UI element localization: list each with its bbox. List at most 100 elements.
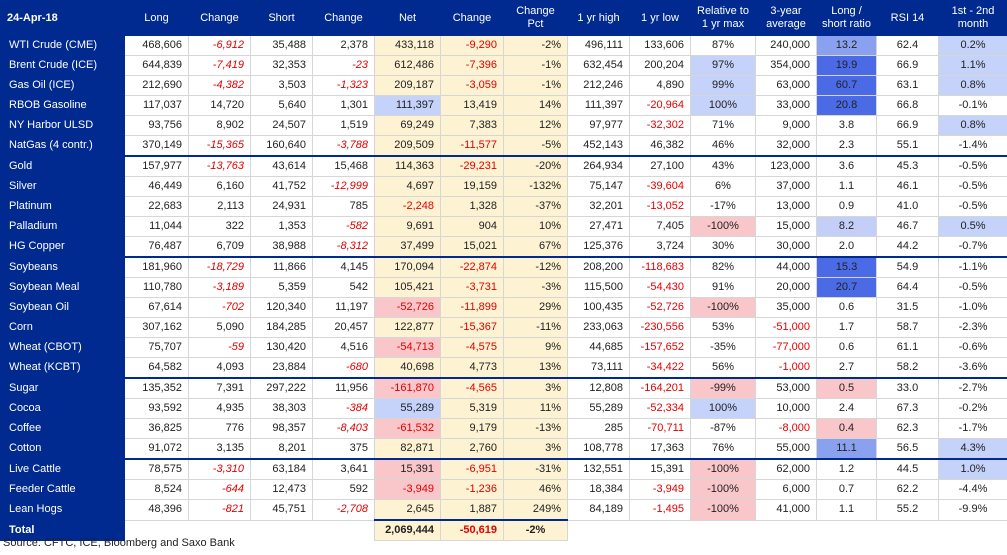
data-cell: 0.8% bbox=[938, 115, 1007, 136]
data-cell: 5,640 bbox=[250, 95, 313, 116]
data-cell: -0.2% bbox=[938, 398, 1007, 419]
data-cell: 91,072 bbox=[124, 438, 189, 460]
data-cell: 1,301 bbox=[312, 95, 375, 116]
data-cell: -3,189 bbox=[188, 277, 251, 298]
data-cell: 20,457 bbox=[312, 317, 375, 338]
data-cell: 63,000 bbox=[755, 75, 817, 96]
data-cell: 43% bbox=[690, 155, 756, 177]
data-cell: 12% bbox=[503, 115, 568, 136]
data-cell: 200,204 bbox=[629, 55, 691, 76]
data-cell: -35% bbox=[690, 337, 756, 358]
data-cell: -6,951 bbox=[440, 458, 504, 480]
data-cell: 98,357 bbox=[250, 418, 313, 439]
data-cell: 15,391 bbox=[374, 458, 441, 480]
data-cell: -8,312 bbox=[312, 236, 375, 258]
data-cell: 11% bbox=[503, 398, 568, 419]
data-cell: 32,000 bbox=[755, 135, 817, 157]
data-cell: -32,302 bbox=[629, 115, 691, 136]
data-cell: 7,391 bbox=[188, 377, 251, 399]
data-cell: 632,454 bbox=[567, 55, 630, 76]
data-cell: 24,507 bbox=[250, 115, 313, 136]
column-header: 3-year average bbox=[755, 0, 817, 36]
data-cell: 8.2 bbox=[816, 216, 877, 237]
data-cell: -821 bbox=[188, 499, 251, 521]
data-cell: -3,949 bbox=[629, 479, 691, 500]
data-cell: 9% bbox=[503, 337, 568, 358]
data-cell: 3,641 bbox=[312, 458, 375, 480]
data-cell: -17% bbox=[690, 196, 756, 217]
table-row: Wheat (KCBT) 64,582 4,093 23,884 -680 40,698 4… bbox=[0, 357, 1007, 379]
table-row: Soybean Meal 110,780 -3,189 5,359 542 105,421… bbox=[0, 277, 1007, 298]
data-cell: 452,143 bbox=[567, 135, 630, 157]
data-cell: 297,222 bbox=[250, 377, 313, 399]
data-cell: 55,000 bbox=[755, 438, 817, 460]
commodity-name: NatGas (4 contr.) bbox=[0, 135, 125, 157]
data-cell: -100% bbox=[690, 479, 756, 500]
data-cell: 14% bbox=[503, 95, 568, 116]
data-cell: 354,000 bbox=[755, 55, 817, 76]
commodity-name: Live Cattle bbox=[0, 458, 125, 480]
column-header: Relative to 1 yr max bbox=[690, 0, 756, 36]
table-row: Coffee 36,825 776 98,357 -8,403 -61,532 9,179-… bbox=[0, 418, 1007, 439]
data-cell: -2% bbox=[503, 35, 568, 56]
data-cell: -87% bbox=[690, 418, 756, 439]
data-cell: -18,729 bbox=[188, 256, 251, 278]
data-cell: 41,752 bbox=[250, 176, 313, 197]
data-cell: 37,000 bbox=[755, 176, 817, 197]
data-cell: -12,999 bbox=[312, 176, 375, 197]
data-cell: 64.4 bbox=[876, 277, 939, 298]
total-row: Total 2,069,444 -50,619 -2% bbox=[0, 519, 1007, 541]
data-cell: -0.6% bbox=[938, 337, 1007, 358]
data-cell: 22,683 bbox=[124, 196, 189, 217]
data-cell: -61,532 bbox=[374, 418, 441, 439]
table-row: Silver 46,449 6,160 41,752 -12,999 4,697 19,15… bbox=[0, 176, 1007, 197]
data-cell: 45.3 bbox=[876, 155, 939, 177]
column-header: Change bbox=[440, 0, 504, 36]
data-cell: 24,931 bbox=[250, 196, 313, 217]
commodity-name: WTI Crude (CME) bbox=[0, 35, 125, 56]
data-cell: -0.5% bbox=[938, 176, 1007, 197]
data-cell: 33.0 bbox=[876, 377, 939, 399]
data-cell: 4,145 bbox=[312, 256, 375, 278]
data-cell: 249% bbox=[503, 499, 568, 521]
table-row: Palladium 11,044 322 1,353 -582 9,691 904 10% 27… bbox=[0, 216, 1007, 237]
data-cell: 2,645 bbox=[374, 499, 441, 521]
table-row: Cocoa 93,592 4,935 38,303 -384 55,289 5,319 11%… bbox=[0, 398, 1007, 419]
table-row: Soybeans 181,960 -18,729 11,866 4,145 170,094… bbox=[0, 256, 1007, 278]
data-cell: 67.3 bbox=[876, 398, 939, 419]
column-header: Net bbox=[374, 0, 441, 36]
data-cell: 62.3 bbox=[876, 418, 939, 439]
data-cell: -3,059 bbox=[440, 75, 504, 96]
data-cell: -11% bbox=[503, 317, 568, 338]
empty-cell bbox=[877, 520, 939, 541]
data-cell: 12,473 bbox=[250, 479, 313, 500]
data-cell: -0.5% bbox=[938, 277, 1007, 298]
data-cell: -680 bbox=[312, 357, 375, 379]
data-cell: 8,902 bbox=[188, 115, 251, 136]
data-cell: 58.2 bbox=[876, 357, 939, 379]
data-cell: -100% bbox=[690, 297, 756, 318]
data-cell: -15,367 bbox=[440, 317, 504, 338]
data-cell: 19,159 bbox=[440, 176, 504, 197]
data-cell: 1.1% bbox=[938, 55, 1007, 76]
data-cell: 75,707 bbox=[124, 337, 189, 358]
data-cell: 125,376 bbox=[567, 236, 630, 258]
table-row: Gold 157,977 -13,763 43,614 15,468 114,363 -29… bbox=[0, 155, 1007, 177]
data-cell: -644 bbox=[188, 479, 251, 500]
commodity-name: Cocoa bbox=[0, 398, 125, 419]
data-cell: -4,382 bbox=[188, 75, 251, 96]
data-cell: 87% bbox=[690, 35, 756, 56]
data-cell: 100,435 bbox=[567, 297, 630, 318]
table-row: Feeder Cattle 8,524 -644 12,473 592 -3,949 -1,… bbox=[0, 479, 1007, 500]
data-cell: 8,524 bbox=[124, 479, 189, 500]
data-cell: 13,000 bbox=[755, 196, 817, 217]
column-header: Long / short ratio bbox=[816, 0, 877, 36]
data-cell: 644,839 bbox=[124, 55, 189, 76]
data-cell: 4,890 bbox=[629, 75, 691, 96]
data-cell: 44.2 bbox=[876, 236, 939, 258]
data-cell: -3.6% bbox=[938, 357, 1007, 379]
table-row: Lean Hogs 48,396 -821 45,751 -2,708 2,645 1,88… bbox=[0, 499, 1007, 521]
data-cell: -3,731 bbox=[440, 277, 504, 298]
data-cell: 117,037 bbox=[124, 95, 189, 116]
data-cell: -13,052 bbox=[629, 196, 691, 217]
